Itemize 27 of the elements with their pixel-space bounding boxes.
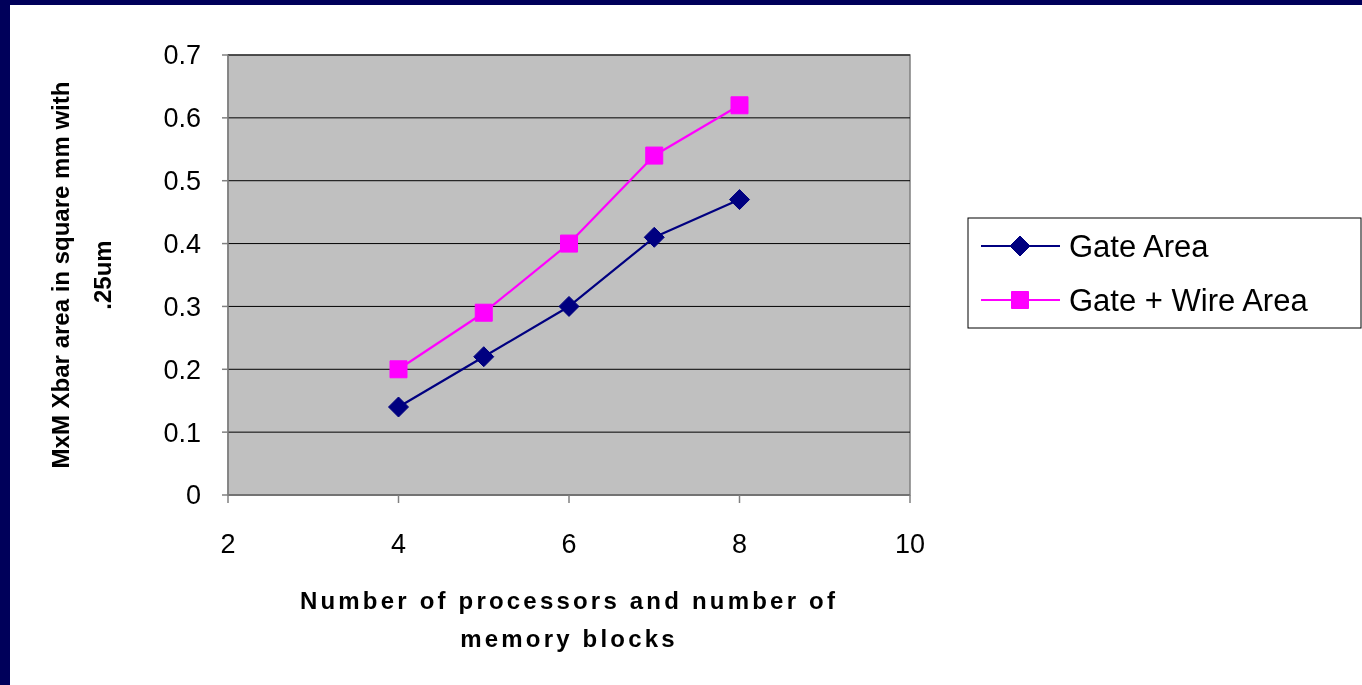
x-tick-label: 10	[894, 529, 926, 559]
y-tick-label: 0.3	[163, 291, 201, 322]
point	[389, 360, 408, 379]
y-tick-label: 0	[185, 480, 201, 511]
y-tick-label: 0.4	[163, 229, 201, 260]
y-tick-label: 0.1	[163, 417, 201, 448]
x-axis-title: Number of processors and number of memory blocks	[299, 587, 839, 652]
legend-label: Gate Area	[1069, 228, 1210, 264]
x-tick-label: 2	[220, 529, 236, 559]
y-tick-label: 0.6	[163, 103, 201, 134]
point	[645, 146, 664, 165]
y-tick-label: 0.5	[163, 166, 201, 197]
x-tick-label: 8	[731, 529, 748, 559]
point	[558, 295, 580, 317]
point	[388, 396, 409, 418]
point	[473, 346, 495, 368]
y-tick-label: 0.2	[163, 354, 201, 385]
y-axis-title: MxM Xbar area in square mm with .25um	[47, 81, 116, 469]
point	[730, 96, 749, 115]
point	[560, 234, 578, 253]
x-tick-label: 4	[390, 529, 407, 559]
legend-label: Gate + Wire Area	[1069, 282, 1309, 318]
point	[729, 189, 750, 211]
point	[474, 303, 493, 322]
y-tick-label: 0.7	[163, 40, 201, 71]
point	[643, 226, 665, 248]
x-tick-label: 6	[561, 529, 577, 559]
